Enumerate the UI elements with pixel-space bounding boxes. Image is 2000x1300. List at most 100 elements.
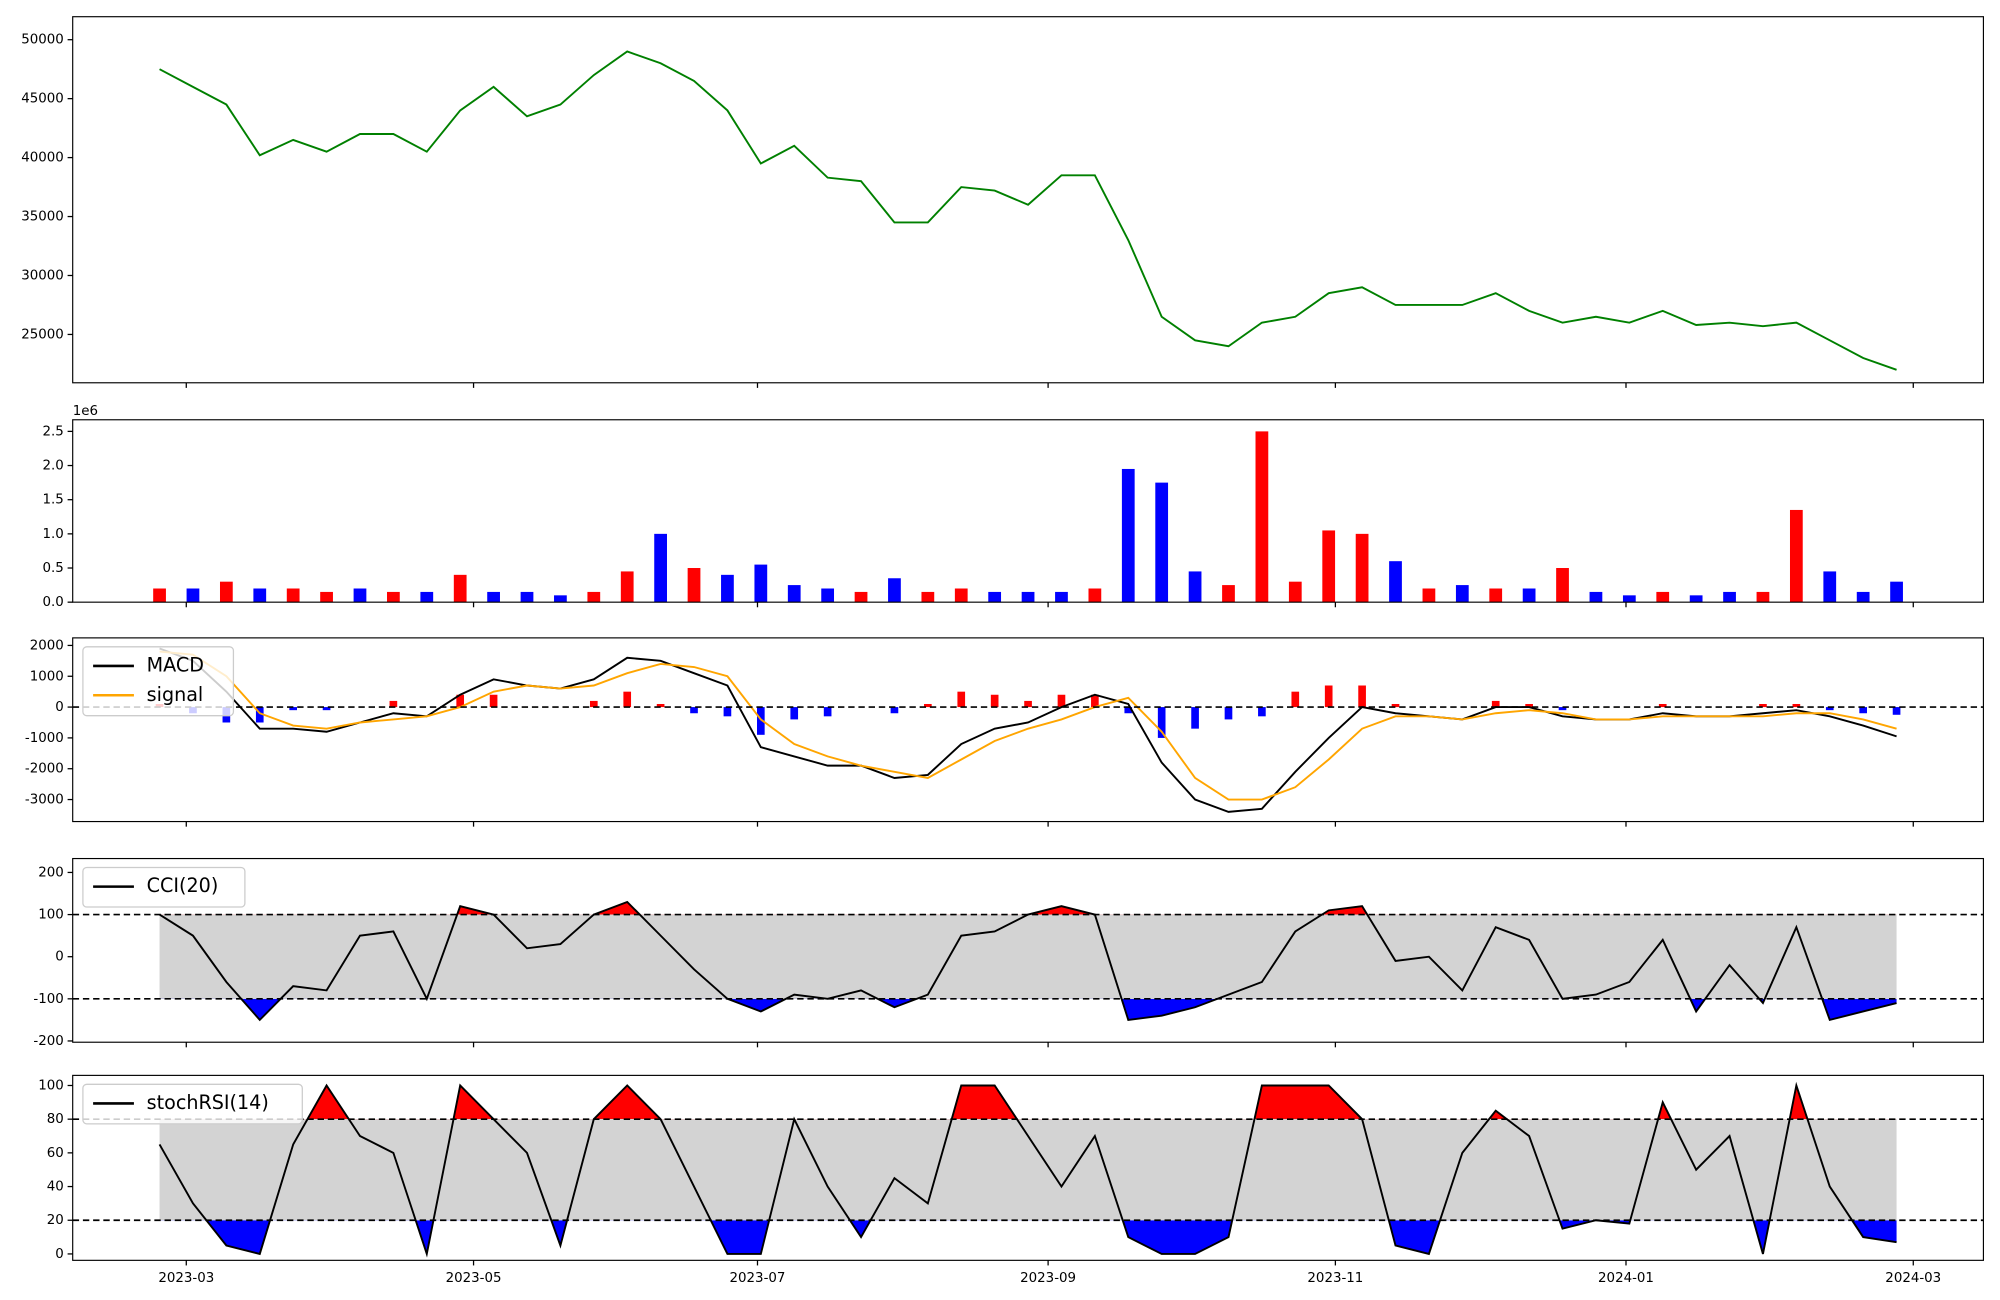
volume-bar (754, 564, 768, 603)
histogram-bar (1157, 707, 1166, 738)
volume-bar (219, 581, 233, 603)
volume-bar (1756, 591, 1770, 603)
volume-bar (1723, 591, 1736, 603)
histogram-bar (1191, 707, 1199, 729)
volume-bar (1021, 591, 1035, 603)
volume-bar (253, 588, 267, 603)
histogram-bar (1525, 703, 1533, 708)
histogram-bar (1291, 691, 1300, 708)
volume-bar (320, 591, 333, 603)
y-tick-label: 25000 (21, 327, 64, 342)
volume-bar (186, 588, 200, 603)
histogram-bar (1124, 707, 1133, 714)
volume-bar (1656, 591, 1670, 603)
y-tick-label: 80 (47, 1112, 64, 1127)
volume-bar (921, 591, 935, 603)
volume-bar (821, 588, 835, 603)
x-tick-label: 2023-05 (446, 1271, 502, 1286)
x-tick-label: 2023-03 (158, 1271, 214, 1286)
legend: stochRSI(14) (82, 1083, 303, 1125)
y-tick-label: 200 (38, 865, 64, 880)
panel: 0.0 0.5 1.0 1.5 2.0 2.5 1e6 (42, 404, 1984, 610)
y-tick-label: 1000 (30, 669, 64, 684)
volume-bar (988, 591, 1002, 603)
y-tick-label: 45000 (21, 92, 64, 107)
volume-bar (1890, 581, 1903, 603)
histogram-bar (289, 707, 297, 711)
neutral-band (159, 914, 1897, 999)
y-tick-label: 100 (38, 908, 64, 923)
histogram-bar (1859, 707, 1867, 714)
y-tick-label: 2.0 (42, 459, 63, 474)
histogram-bar (456, 694, 465, 708)
histogram-bar (690, 707, 698, 714)
y-tick-label: -1000 (25, 731, 64, 746)
volume-bar (1288, 581, 1302, 603)
histogram-bar (1091, 694, 1099, 708)
volume-bar (487, 591, 500, 603)
legend-label: MACD (147, 653, 204, 676)
volume-bar (1355, 533, 1369, 603)
histogram-bar (1358, 685, 1366, 708)
y-tick-label: 0 (55, 950, 64, 965)
volume-bar (721, 574, 734, 603)
series-line (158, 1081, 1897, 1258)
volume-bar (1489, 588, 1503, 603)
series-line (159, 647, 1897, 813)
volume-bar (420, 591, 434, 603)
panel: -200 -100 0 100 200 CCI(20) (33, 857, 1984, 1049)
histogram-bar (489, 694, 498, 708)
volume-bar (1322, 530, 1336, 603)
y-tick-label: 0 (55, 700, 64, 715)
histogram-bar (389, 700, 398, 708)
y-tick-label: -100 (33, 992, 63, 1007)
panel: 0 20 40 60 80 100 2023-03 2023-05 2023-07 2023-09… (38, 1074, 1984, 1286)
y-tick-label: 40000 (21, 151, 64, 166)
panel-frame (72, 857, 1984, 1043)
x-tick-label: 2024-01 (1598, 1271, 1654, 1286)
volume-bar (787, 585, 801, 603)
legend-label: signal (147, 683, 204, 706)
volume-bar (387, 591, 400, 603)
histogram-bar (1258, 707, 1266, 717)
y-tick-label: 2000 (30, 638, 64, 653)
volume-bar (1455, 585, 1469, 603)
histogram-bar (1057, 694, 1066, 708)
histogram-bar (990, 694, 999, 708)
legend-box (82, 646, 235, 717)
y-tick-label: 35000 (21, 210, 64, 225)
legend-box (82, 866, 246, 908)
overbought-fill (159, 1085, 1897, 1120)
volume-bar (1088, 588, 1102, 603)
histogram-bar (1759, 703, 1767, 708)
y-tick-label: 60 (47, 1146, 64, 1161)
histogram-bar (1892, 707, 1901, 715)
x-tick-label: 2024-03 (1885, 1271, 1941, 1286)
panel: -3000 -2000 -1000 0 1000 2000 MACD signal (25, 637, 1984, 827)
y-tick-label: 0 (55, 1247, 64, 1262)
histogram-bar (1491, 700, 1500, 708)
volume-bar (1188, 571, 1202, 603)
volume-bar (954, 588, 968, 603)
histogram-bar (924, 703, 932, 708)
legend: CCI(20) (82, 866, 246, 908)
series-line (159, 650, 1897, 801)
volume-bar (1222, 585, 1235, 603)
panel-frame (72, 637, 1984, 823)
volume-bar (620, 571, 634, 603)
y-tick-label: 40 (47, 1180, 64, 1195)
series-line (159, 900, 1897, 1022)
histogram-bar (1825, 707, 1834, 711)
panel-frame (72, 1074, 1984, 1261)
y-tick-label: 2.5 (42, 424, 63, 439)
panel-frame (72, 419, 1984, 603)
offset-label: 1e6 (73, 404, 98, 419)
histogram-bar (723, 707, 732, 717)
y-tick-label: -2000 (25, 762, 64, 777)
volume-bar (1055, 591, 1068, 603)
histogram-bar (656, 703, 665, 708)
volume-bar (453, 574, 467, 603)
volume-bar (286, 588, 300, 603)
x-tick-label: 2023-11 (1307, 1271, 1363, 1286)
